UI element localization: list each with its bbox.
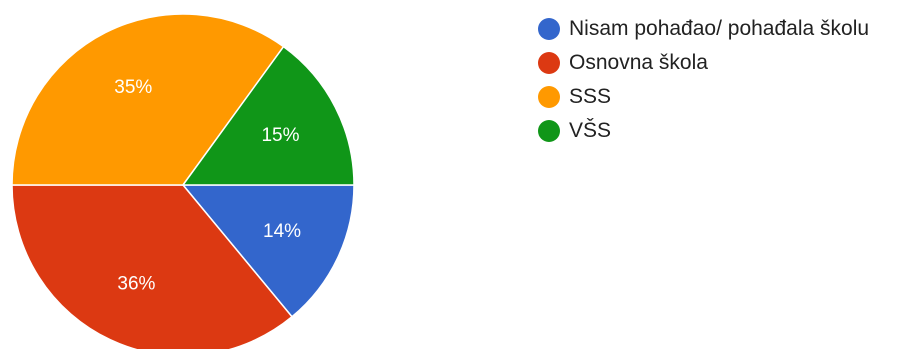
legend-item-3[interactable]: SSS: [538, 80, 869, 114]
legend-swatch: [538, 120, 560, 142]
slice-4-label: 15%: [261, 125, 299, 146]
legend-label: Nisam pohađao/ pohađala školu: [569, 17, 869, 41]
legend: Nisam pohađao/ pohađala školu Osnovna ško…: [538, 12, 869, 148]
legend-item-2[interactable]: Osnovna škola: [538, 46, 869, 80]
slice-1-label: 14%: [263, 221, 301, 242]
legend-label: VŠS: [569, 119, 611, 143]
legend-swatch: [538, 86, 560, 108]
slice-2-label: 36%: [117, 274, 155, 295]
legend-item-4[interactable]: VŠS: [538, 114, 869, 148]
legend-label: Osnovna škola: [569, 51, 708, 75]
legend-swatch: [538, 18, 560, 40]
legend-swatch: [538, 52, 560, 74]
legend-label: SSS: [569, 85, 611, 109]
slice-3-label: 35%: [114, 77, 152, 98]
legend-item-1[interactable]: Nisam pohađao/ pohađala školu: [538, 12, 869, 46]
